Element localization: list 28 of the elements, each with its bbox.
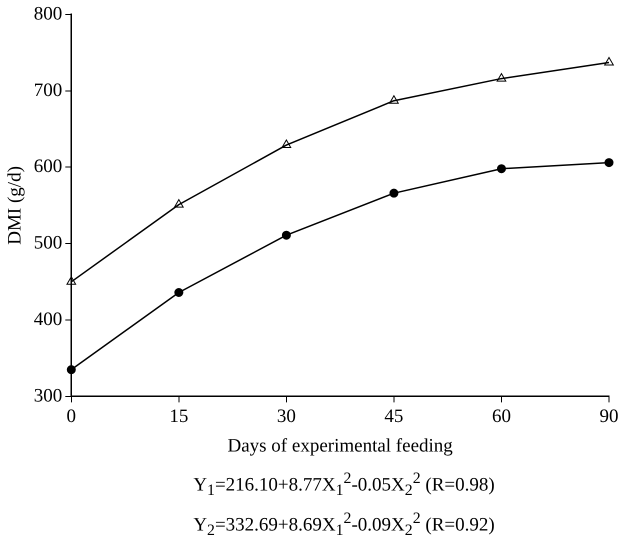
point — [282, 230, 291, 240]
point — [282, 140, 292, 148]
y-axis-title: DMI (g/d) — [4, 166, 26, 245]
x-tick-label: 60 — [492, 406, 511, 427]
point — [389, 95, 399, 104]
text: Y$_{1}$=216.10+8.77X$_{1}$$^{2}$-0.05X$_{2}$$^{2}$ (R=0.98) — [193, 470, 495, 500]
x-tick-label: 45 — [384, 406, 404, 427]
x-tick-label: 0 — [66, 406, 76, 427]
y-tick-label: 700 — [34, 80, 62, 101]
y-tick-label: 800 — [34, 3, 62, 24]
point — [496, 73, 506, 82]
x-tick-label: 15 — [169, 406, 188, 427]
y-tick-label: 500 — [34, 232, 62, 254]
y-tick-label: 300 — [34, 385, 62, 406]
x-tick-label: 90 — [600, 406, 618, 427]
point — [389, 188, 398, 198]
y-tick-label: 600 — [34, 156, 62, 178]
point — [604, 158, 614, 168]
point — [174, 288, 184, 297]
y-tick-label: 400 — [34, 308, 62, 330]
point — [174, 199, 184, 208]
x-tick-label: 30 — [276, 406, 296, 427]
point — [604, 57, 614, 66]
point — [496, 164, 506, 174]
point — [66, 365, 76, 374]
x-axis-title: Days of experimental feeding — [228, 436, 454, 457]
text: Y$_{2}$=332.69+8.69X$_{1}$$^{2}$-0.09X$_{2}$$^{2}$ (R=0.92) — [193, 510, 495, 540]
point — [66, 276, 76, 285]
